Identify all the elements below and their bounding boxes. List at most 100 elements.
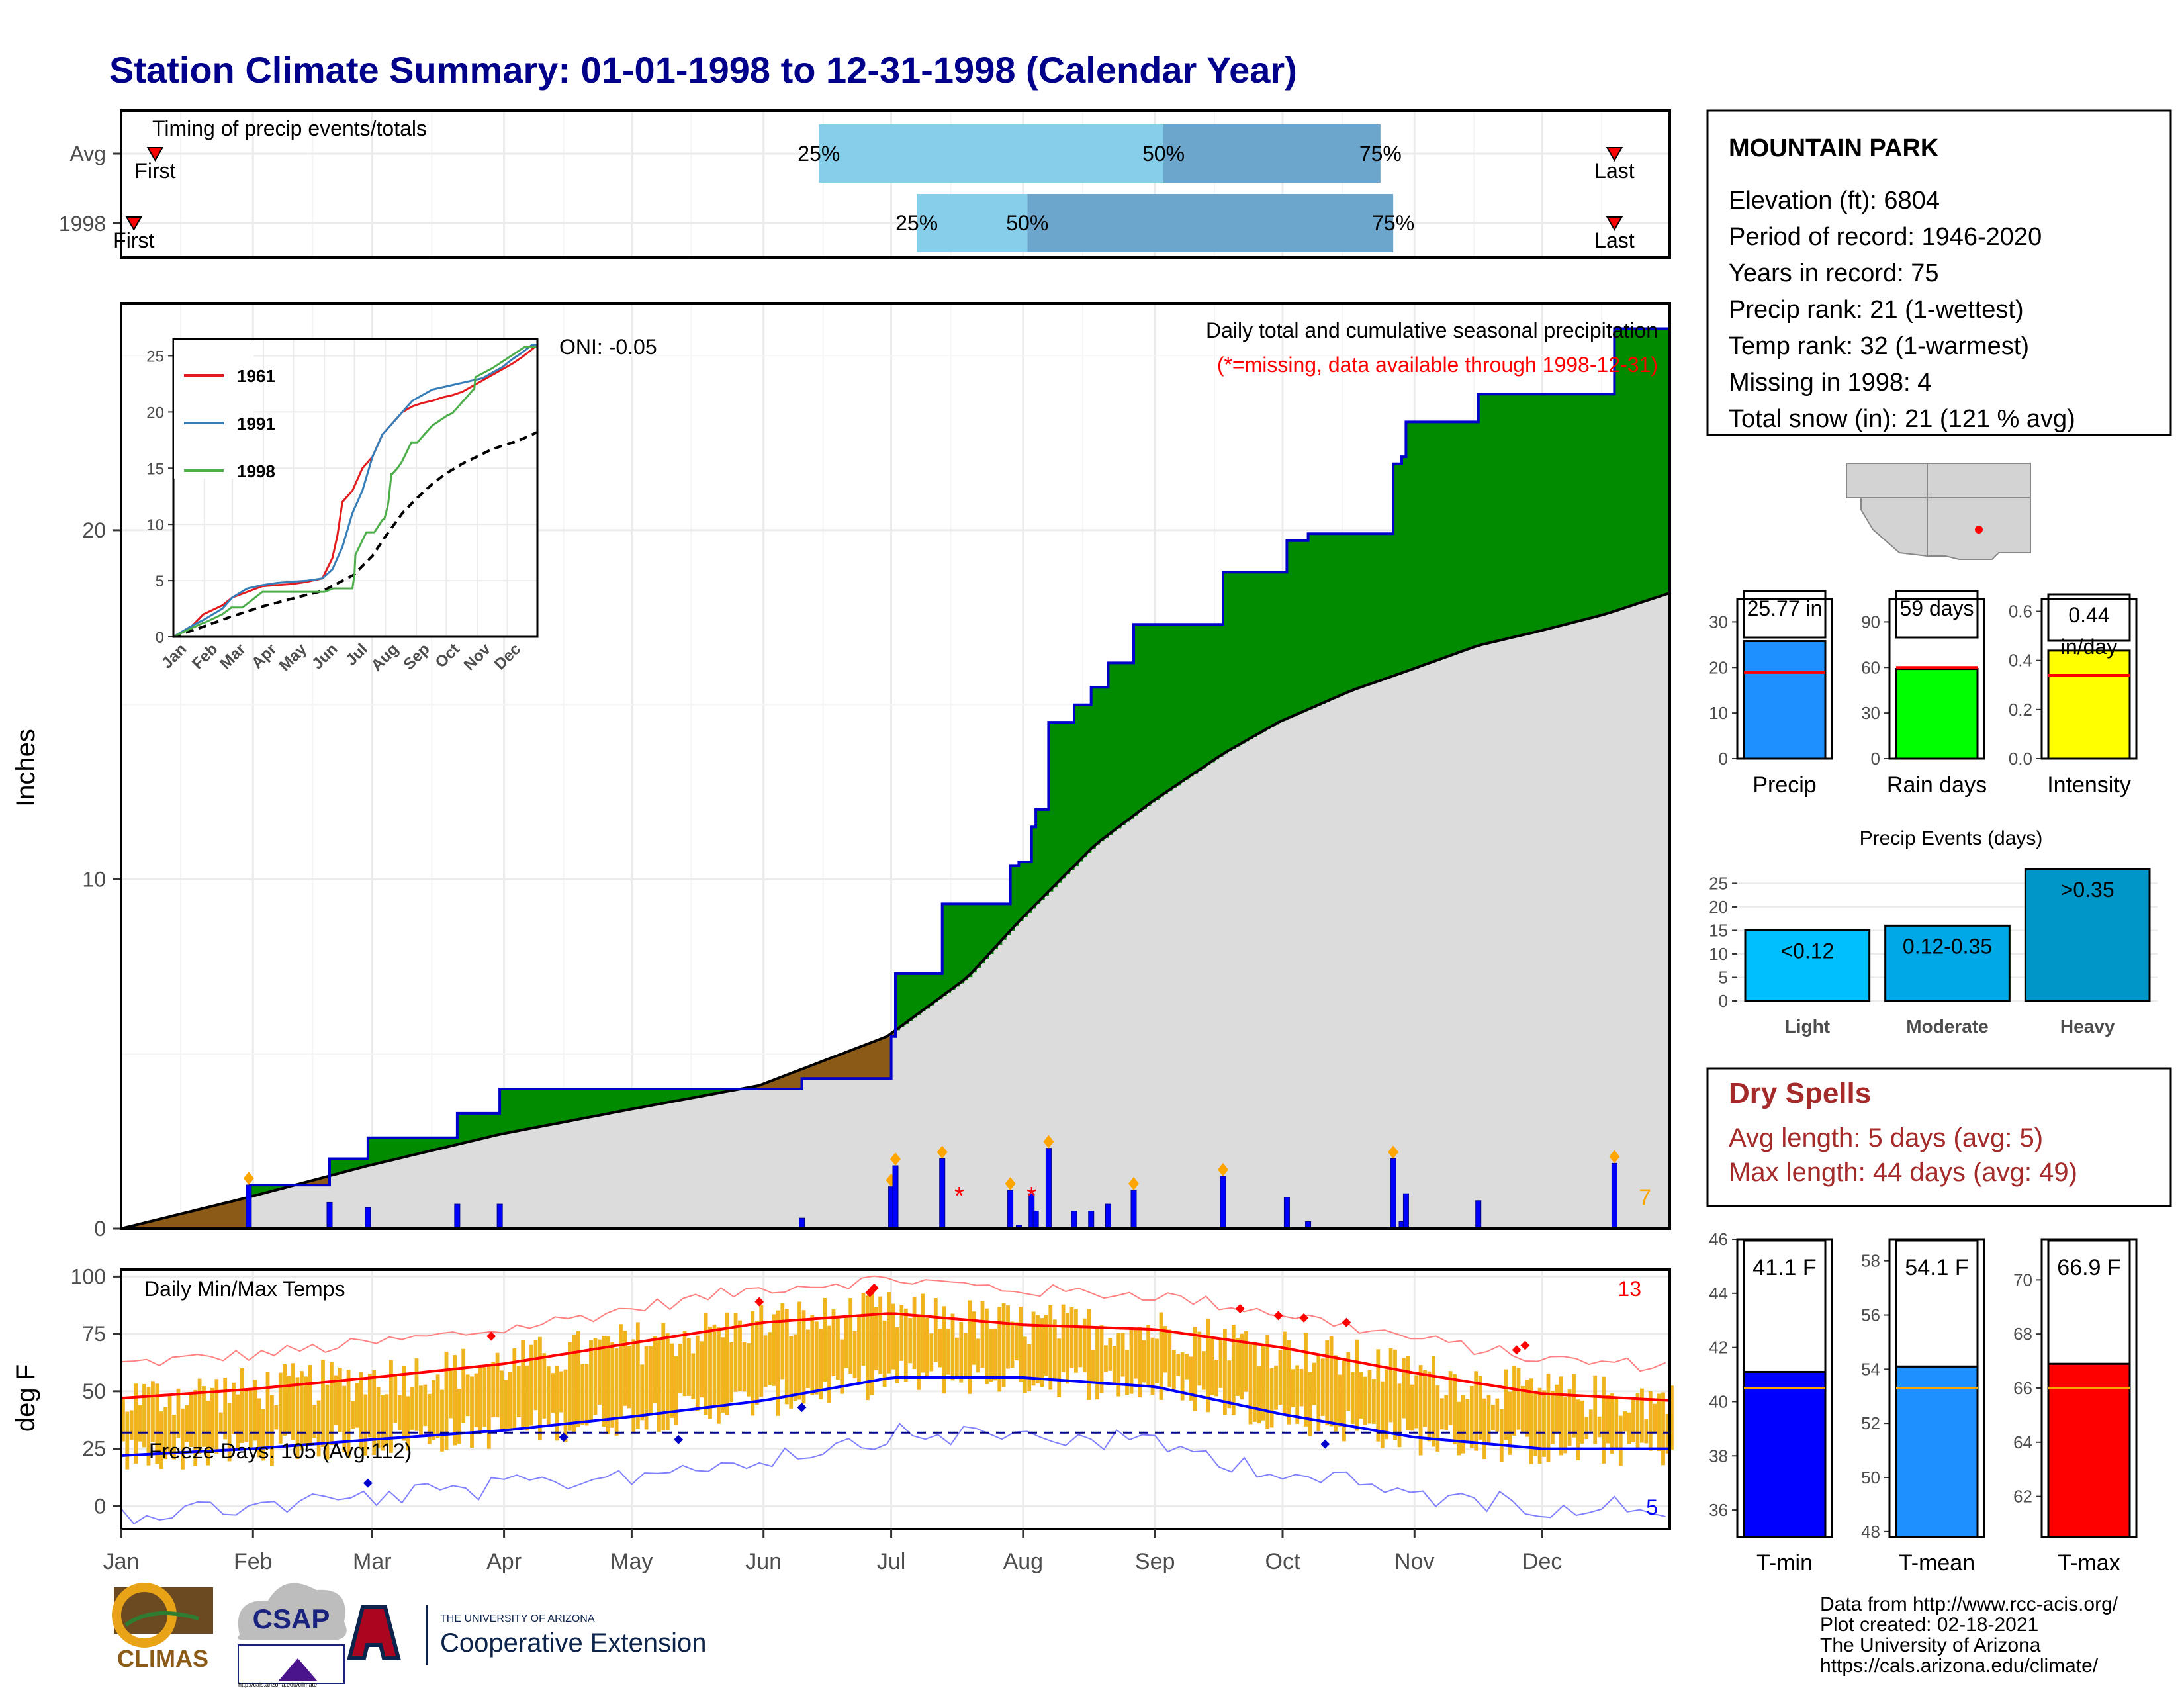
tbar-y-tick-label: 40 [1709, 1391, 1728, 1411]
precip-surplus-band [393, 1137, 398, 1160]
inset-y-tick-label: 5 [156, 573, 164, 590]
temp-daily-range [1236, 1338, 1240, 1396]
precip-surplus-band [1112, 663, 1117, 832]
temp-daily-range [1108, 1338, 1113, 1371]
precip-surplus-band [516, 1089, 522, 1131]
temp-daily-range [1087, 1309, 1091, 1400]
temp-daily-range [1167, 1329, 1172, 1387]
month-label: Dec [1522, 1549, 1562, 1574]
precip-surplus-band [908, 973, 913, 1021]
precip-deficit-band [768, 1082, 773, 1089]
tbar-panel-border [2040, 1238, 2138, 1538]
precip-surplus-band [1087, 704, 1092, 853]
precip-surplus-band [682, 1089, 688, 1100]
temp-daily-range [321, 1360, 325, 1447]
temp-daily-range [1163, 1326, 1167, 1373]
temp-record-high-marker [754, 1297, 764, 1307]
precip-surplus-band [1138, 624, 1143, 812]
month-label: May [610, 1549, 653, 1574]
temp-daily-range [1342, 1360, 1346, 1442]
precip-surplus-band [631, 1089, 637, 1109]
temp-daily-range [240, 1368, 244, 1443]
month-label: Jul [877, 1549, 905, 1574]
temp-daily-range [491, 1362, 496, 1418]
precip-surplus-band [1150, 624, 1156, 803]
precip-deficit-band [801, 1069, 807, 1079]
temp-daily-range [925, 1318, 929, 1378]
temp-daily-range [810, 1315, 815, 1395]
timing-label-50: 50% [1142, 142, 1185, 165]
precip-deficit-band [754, 1086, 760, 1089]
temp-daily-range [410, 1387, 414, 1430]
temp-daily-range [1325, 1340, 1330, 1426]
temp-daily-range [870, 1293, 874, 1395]
timing-first-marker [125, 216, 143, 231]
temp-daily-range [1448, 1371, 1453, 1425]
timing-label-25: 25% [797, 142, 840, 165]
precip-surplus-band [1206, 624, 1211, 765]
temp-daily-range [274, 1405, 279, 1430]
timing-row-year-label: 1998 [59, 212, 106, 236]
stat-panel-border [1736, 598, 1833, 760]
hot-days-count: 13 [1617, 1277, 1641, 1301]
tbar-t-max [2047, 1362, 2131, 1538]
temp-record-low-marker [559, 1432, 569, 1442]
events-category-label: Light [1785, 1016, 1830, 1037]
precip-surplus-band [1499, 394, 1504, 641]
events-y-tick-label: 5 [1719, 967, 1728, 987]
precip-surplus-band [614, 1089, 619, 1113]
temp-daily-range [946, 1329, 950, 1375]
precip-surplus-band [1185, 624, 1190, 780]
precip-surplus-band [1120, 663, 1126, 825]
temp-daily-range [687, 1338, 691, 1396]
inset-legend-1961: 1961 [237, 366, 275, 386]
temp-record-high-marker [1512, 1345, 1522, 1355]
freeze-days-label: Freeze Days: 105 (Avg:112) [149, 1439, 412, 1463]
temp-y-label: deg F [11, 1364, 40, 1432]
precip-surplus-band [917, 973, 922, 1015]
precip-heavy-marker [1609, 1150, 1620, 1164]
stat-y-tick-label: 60 [1861, 657, 1880, 677]
temp-daily-range [508, 1372, 512, 1431]
precip-surplus-band [1006, 904, 1011, 935]
precip-surplus-band [593, 1089, 598, 1117]
stat-bar-name: Intensity [2047, 773, 2131, 798]
precip-surplus-band [265, 1185, 271, 1193]
temp-daily-range [176, 1388, 181, 1438]
temp-daily-range [146, 1387, 151, 1466]
precip-deficit-band [159, 1219, 164, 1229]
precip-surplus-band [972, 904, 977, 973]
precip-surplus-band [712, 1089, 717, 1094]
precip-daily-bar [1130, 1190, 1137, 1229]
temp-daily-range [747, 1343, 751, 1397]
tbar-value-label: 41.1 F [1752, 1255, 1816, 1280]
inset-legend-1991: 1991 [237, 414, 275, 434]
tbar-y-tick-label: 70 [2013, 1270, 2032, 1289]
temp-daily-range [700, 1341, 704, 1398]
precip-surplus-band [508, 1089, 513, 1133]
temp-daily-range [185, 1405, 189, 1442]
events-bar-label: 0.12-0.35 [1903, 934, 1992, 958]
temp-daily-range [1584, 1417, 1589, 1440]
precip-surplus-band [1474, 422, 1479, 647]
precip-daily-bar [939, 1158, 946, 1229]
precip-deficit-band [819, 1062, 824, 1079]
precip-surplus-band [1478, 394, 1483, 645]
temp-daily-range [1521, 1385, 1525, 1432]
temp-daily-range [878, 1296, 883, 1374]
temp-daily-range [678, 1343, 682, 1393]
precip-surplus-band [1320, 534, 1326, 704]
temp-daily-range [1134, 1329, 1138, 1379]
temp-daily-range [346, 1370, 351, 1458]
timing-last-label: Last [1594, 159, 1635, 183]
precip-surplus-band [1163, 624, 1168, 794]
precip-surplus-band [1346, 534, 1351, 693]
precip-surplus-band [1376, 534, 1381, 682]
precip-surplus-band [1023, 862, 1028, 917]
temp-daily-range [381, 1395, 385, 1451]
temp-daily-range [1640, 1388, 1644, 1443]
temp-daily-range [598, 1339, 602, 1405]
precip-deficit-band [308, 1181, 313, 1186]
precip-deficit-band [185, 1213, 190, 1229]
